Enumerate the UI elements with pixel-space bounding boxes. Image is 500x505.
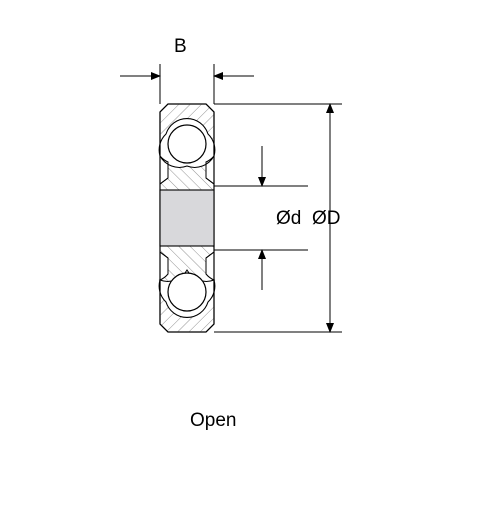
ball-top [168,125,206,163]
label-B: B [174,36,187,58]
ball-bottom [168,273,206,311]
label-d: Ød [276,208,301,230]
dim-width-B [120,64,254,104]
bearing-body [159,104,215,332]
bearing-diagram [0,0,500,500]
caption: Open [190,410,236,432]
bearing-svg [0,0,500,500]
label-D: ØD [312,208,341,230]
